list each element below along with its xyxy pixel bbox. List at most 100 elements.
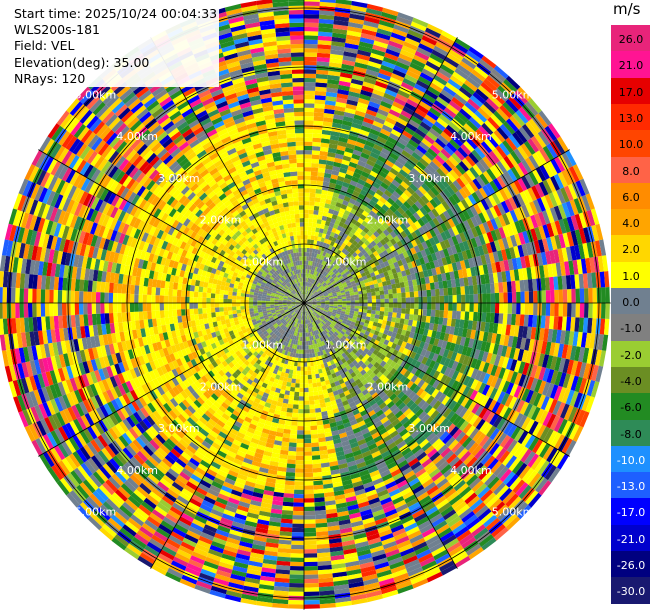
- velocity-gate: [295, 218, 300, 223]
- velocity-gate: [239, 57, 253, 65]
- velocity-gate: [496, 175, 507, 189]
- velocity-gate: [256, 76, 269, 83]
- velocity-gate: [451, 262, 458, 272]
- velocity-gate: [445, 272, 451, 281]
- velocity-gate: [402, 250, 409, 259]
- velocity-gate: [311, 289, 315, 294]
- velocity-gate: [389, 223, 397, 231]
- velocity-gate: [338, 246, 344, 252]
- velocity-gate: [176, 303, 181, 310]
- velocity-gate: [283, 224, 289, 230]
- velocity-gate: [211, 283, 217, 289]
- velocity-gate: [400, 180, 410, 190]
- velocity-gate: [344, 147, 354, 154]
- velocity-gate: [460, 286, 466, 295]
- velocity-gate: [456, 111, 469, 124]
- velocity-gate: [331, 290, 337, 294]
- velocity-gate: [273, 108, 284, 115]
- velocity-gate: [271, 256, 277, 262]
- velocity-gate: [309, 201, 315, 206]
- velocity-gate: [326, 156, 335, 162]
- velocity-gate: [304, 90, 316, 96]
- velocity-gate: [241, 213, 249, 221]
- velocity-gate: [263, 110, 275, 116]
- velocity-gate: [298, 201, 304, 206]
- velocity-gate: [361, 121, 373, 129]
- velocity-gate: [532, 278, 538, 291]
- velocity-gate: [505, 137, 518, 151]
- velocity-gate: [322, 291, 328, 295]
- velocity-gate: [348, 184, 356, 191]
- velocity-gate: [398, 169, 409, 178]
- velocity-gate: [201, 156, 212, 166]
- velocity-gate: [215, 124, 227, 133]
- velocity-gate: [311, 158, 320, 164]
- velocity-gate: [364, 270, 370, 276]
- velocity-gate: [307, 230, 312, 236]
- velocity-gate: [310, 180, 317, 185]
- velocity-gate: [300, 290, 303, 295]
- velocity-gate: [586, 209, 596, 226]
- velocity-gate: [284, 176, 292, 182]
- velocity-gate: [323, 225, 329, 231]
- velocity-gate: [290, 39, 304, 45]
- velocity-gate: [258, 181, 266, 188]
- velocity-gate: [326, 195, 333, 201]
- velocity-gate: [477, 245, 485, 256]
- velocity-gate: [426, 289, 432, 297]
- velocity-gate: [349, 13, 365, 21]
- velocity-gate: [493, 204, 502, 217]
- velocity-gate: [323, 207, 330, 213]
- velocity-gate: [542, 179, 553, 195]
- velocity-gate: [403, 162, 414, 171]
- velocity-gate: [302, 264, 304, 270]
- velocity-gate: [550, 289, 555, 303]
- velocity-gate: [405, 142, 417, 152]
- velocity-gate: [280, 229, 286, 235]
- velocity-gate: [358, 239, 365, 246]
- velocity-gate: [298, 291, 301, 296]
- velocity-gate: [159, 295, 164, 303]
- velocity-gate: [499, 104, 513, 119]
- velocity-gate: [260, 24, 276, 31]
- velocity-gate: [246, 122, 257, 130]
- velocity-gate: [494, 282, 500, 293]
- velocity-gate: [313, 120, 324, 126]
- velocity-gate: [10, 303, 16, 319]
- velocity-gate: [358, 293, 364, 298]
- velocity-gate: [346, 246, 353, 253]
- velocity-gate: [278, 138, 288, 144]
- velocity-gate: [223, 303, 228, 308]
- velocity-gate: [359, 93, 371, 101]
- velocity-gate: [296, 230, 301, 236]
- velocity-gate: [319, 10, 335, 16]
- velocity-gate: [313, 210, 319, 215]
- velocity-gate: [290, 48, 304, 53]
- velocity-gate: [216, 147, 227, 156]
- velocity-gate: [245, 82, 259, 90]
- velocity-gate: [341, 266, 347, 271]
- velocity-gate: [349, 292, 355, 296]
- velocity-gate: [388, 109, 401, 118]
- velocity-gate: [405, 209, 413, 218]
- velocity-gate: [533, 290, 538, 303]
- velocity-gate: [431, 208, 440, 218]
- velocity-gate: [320, 300, 326, 303]
- velocity-gate: [253, 305, 258, 309]
- velocity-gate: [457, 129, 470, 141]
- velocity-gate: [326, 288, 331, 292]
- velocity-gate: [340, 270, 346, 276]
- velocity-gate: [408, 170, 418, 180]
- velocity-gate: [488, 150, 500, 164]
- velocity-gate: [219, 303, 224, 308]
- velocity-gate: [550, 175, 561, 191]
- velocity-gate: [343, 209, 351, 216]
- velocity-gate: [486, 231, 494, 243]
- velocity-gate: [348, 161, 358, 169]
- velocity-gate: [334, 105, 346, 112]
- velocity-gate: [376, 227, 383, 235]
- velocity-gate: [289, 281, 293, 286]
- velocity-gate: [197, 165, 207, 175]
- velocity-gate: [384, 52, 399, 62]
- velocity-gate: [442, 161, 453, 173]
